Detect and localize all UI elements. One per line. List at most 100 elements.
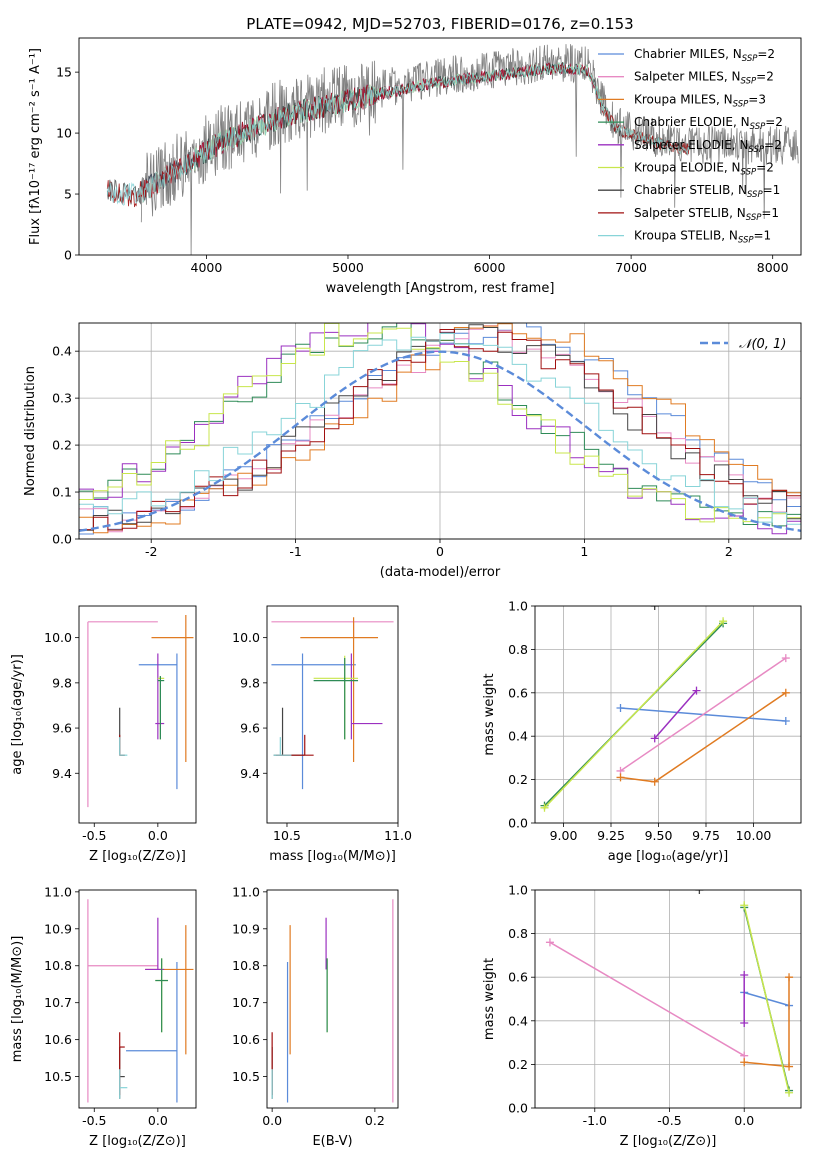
series-kroupa-miles <box>616 688 790 786</box>
legend-entry: Chabrier STELIB, NSSP=1 <box>634 183 780 200</box>
y-tick-label: 11.0 <box>44 884 72 899</box>
legend-entry-sub: SSP <box>750 122 766 132</box>
data-point <box>785 1088 794 1097</box>
y-tick-label: 10.0 <box>232 630 260 645</box>
legend-entry-name: Kroupa STELIB, N <box>634 229 738 243</box>
axes-frame <box>266 605 399 824</box>
plot-area <box>545 890 794 1097</box>
x-tick-label: -0.5 <box>82 1113 106 1128</box>
data-point <box>719 617 728 626</box>
x-tick-label: 9.50 <box>645 828 673 843</box>
plot-area <box>271 899 394 1103</box>
data-point <box>740 1058 749 1067</box>
axes-frame <box>266 889 399 1109</box>
plot-area <box>79 323 801 539</box>
y-tick-label: 1.0 <box>508 883 528 898</box>
y-tick-label: 0.4 <box>52 344 72 359</box>
legend-entry-suffix: =1 <box>761 206 779 220</box>
y-tick-label: 9.8 <box>240 675 260 690</box>
y-tick-label: 9.6 <box>240 721 260 736</box>
legend-entry: Kroupa MILES, NSSP=3 <box>634 92 766 109</box>
legend-entry-name: Kroupa ELODIE, N <box>634 161 741 175</box>
y-tick-label: 0.2 <box>508 772 528 787</box>
errorbar-salpeter-elodie <box>350 653 383 740</box>
y-tick-label: 0.6 <box>508 685 528 700</box>
y-tick-label: 11.0 <box>232 884 260 899</box>
legend-entry-suffix: =2 <box>757 47 775 61</box>
errorbar-chabrier-elodie <box>155 958 169 1033</box>
y-tick-label: 15 <box>56 65 72 80</box>
panel-weight_vs_Z: -1.0 -0.5 0.0 0.0 0.2 0.4 0.6 0.8 1.0 Z [log₁₀(Z/… <box>482 883 802 1149</box>
x-tick-label: 10.00 <box>736 828 772 843</box>
y-tick-label: 9.4 <box>52 766 72 781</box>
x-tick-label: 10.5 <box>273 828 301 843</box>
x-tick-label: 8000 <box>757 260 789 275</box>
x-tick-label: 0.0 <box>148 1113 168 1128</box>
y-tick-label: 0.3 <box>52 391 72 406</box>
histogram-kroupa-stelib <box>79 333 801 539</box>
legend-entry: Chabrier MILES, NSSP=2 <box>634 47 775 64</box>
data-point <box>540 803 549 812</box>
x-tick-label: -1 <box>289 544 301 559</box>
y-tick-label: 0.0 <box>508 816 528 831</box>
y-tick-label: 10.7 <box>44 995 72 1010</box>
legend: 𝒩(0, 1) <box>700 337 786 352</box>
y-tick-label: 0.8 <box>508 642 528 657</box>
legend: Chabrier MILES, NSSP=2 Salpeter MILES, NS… <box>598 47 783 246</box>
legend-entry: Salpeter MILES, NSSP=2 <box>634 70 774 87</box>
x-tick-label: -2 <box>145 544 157 559</box>
errorbar-salpeter-miles <box>271 621 394 638</box>
y-tick-label: 10.6 <box>232 1032 260 1047</box>
y-tick-label: 0.1 <box>52 485 72 500</box>
y-tick-label: 10.8 <box>232 958 260 973</box>
errorbar-chabrier-stelib <box>119 707 125 756</box>
errorbar-chabrier-stelib <box>273 707 305 756</box>
data-point <box>650 734 659 743</box>
series-salpeter-miles <box>545 938 749 1060</box>
y-tick-label: 0.0 <box>508 1101 528 1116</box>
errorbar-kroupa-miles <box>145 925 194 1055</box>
y-tick-label: 0.2 <box>52 438 72 453</box>
legend-entry-sub: SSP <box>748 145 764 155</box>
errorbar-kroupa-miles <box>300 617 379 762</box>
data-point <box>781 688 790 697</box>
series-line <box>620 657 787 772</box>
series-line <box>744 977 790 1068</box>
legend-entry: 𝒩(0, 1) <box>739 337 786 352</box>
x-axis-label: wavelength [Angstrom, rest frame] <box>326 281 555 296</box>
legend-entry-sub: SSP <box>738 236 754 246</box>
y-tick-label: 0.6 <box>508 970 528 985</box>
x-tick-label: 6000 <box>474 260 506 275</box>
y-tick-label: 10.8 <box>44 958 72 973</box>
errorbar-kroupa-stelib <box>119 1069 128 1099</box>
errorbar-kroupa-elodie <box>157 676 165 740</box>
x-tick-label: 0.0 <box>148 828 168 843</box>
legend-entry-sub: SSP <box>741 77 757 87</box>
x-axis-label: age [log₁₀(age/yr)] <box>608 849 729 864</box>
legend-entry-suffix: =2 <box>756 161 774 175</box>
x-axis-label: Z [log₁₀(Z/Z⊙)] <box>620 1134 717 1149</box>
errorbar-kroupa-stelib <box>119 737 128 756</box>
data-point <box>695 890 704 894</box>
series-salpeter-miles <box>616 654 790 775</box>
axes-frame <box>78 889 197 1109</box>
y-tick-label: 10.6 <box>44 1032 72 1047</box>
panel-mass_vs_Z: -0.5 0.0 10.5 10.6 10.7 10.8 10.9 11.0 Z [log₁₀(… <box>10 884 197 1149</box>
data-point <box>650 777 659 786</box>
y-tick-label: 0.0 <box>52 532 72 547</box>
errorbar-salpeter-stelib <box>119 1032 125 1096</box>
legend-entry: Kroupa ELODIE, NSSP=2 <box>634 161 774 178</box>
data-point <box>692 686 701 695</box>
x-axis-label: Z [log₁₀(Z/Z⊙)] <box>89 849 186 864</box>
data-point <box>785 1062 794 1071</box>
panel-weight_vs_age: 9.00 9.25 9.50 9.75 10.00 0.0 0.2 0.4 0.6 0.8 1.0 a… <box>482 599 802 864</box>
axes-frame <box>78 605 197 824</box>
y-axis-label: age [log₁₀(age/yr)] <box>10 654 25 775</box>
panel-spectrum: 4000 5000 6000 7000 8000 0 5 10 15 wavelength [An… <box>28 37 802 296</box>
legend-entry-name: Chabrier ELODIE, N <box>634 115 750 129</box>
gaussian-curve <box>79 350 801 532</box>
series-line <box>620 692 787 783</box>
x-tick-label: 1 <box>580 544 588 559</box>
x-axis-label: E(B-V) <box>312 1134 352 1149</box>
